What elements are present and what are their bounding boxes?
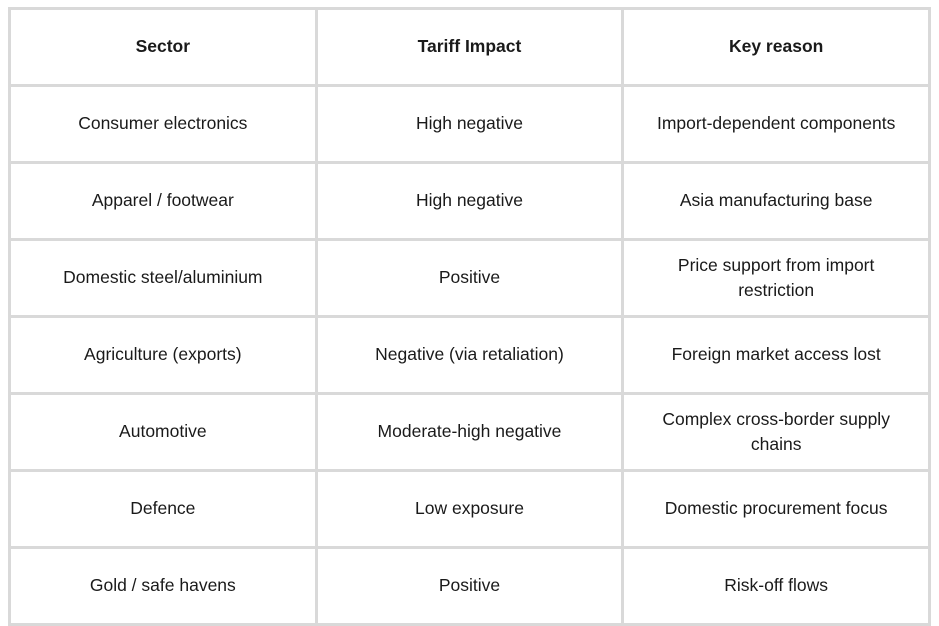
cell-sector: Automotive (8, 392, 318, 472)
header-row: Sector Tariff Impact Key reason (8, 7, 931, 87)
table-row: Agriculture (exports) Negative (via reta… (8, 315, 931, 395)
table-row: Apparel / footwear High negative Asia ma… (8, 161, 931, 241)
cell-impact: High negative (314, 84, 625, 164)
cell-sector: Agriculture (exports) (8, 315, 318, 395)
cell-reason: Import-dependent components (621, 84, 931, 164)
table-row: Gold / safe havens Positive Risk-off flo… (8, 546, 931, 626)
cell-impact: Positive (314, 238, 625, 318)
cell-reason: Asia manufacturing base (621, 161, 931, 241)
cell-reason: Complex cross-border supply chains (621, 392, 931, 472)
column-header-sector: Sector (8, 7, 318, 87)
cell-sector: Domestic steel/aluminium (8, 238, 318, 318)
column-header-impact: Tariff Impact (314, 7, 625, 87)
cell-sector: Defence (8, 469, 318, 549)
cell-reason: Foreign market access lost (621, 315, 931, 395)
table-row: Automotive Moderate-high negative Comple… (8, 392, 931, 472)
tariff-impact-table: Sector Tariff Impact Key reason Consumer… (8, 7, 931, 626)
cell-sector: Consumer electronics (8, 84, 318, 164)
cell-reason: Domestic procurement focus (621, 469, 931, 549)
column-header-reason: Key reason (621, 7, 931, 87)
table-row: Defence Low exposure Domestic procuremen… (8, 469, 931, 549)
table-row: Domestic steel/aluminium Positive Price … (8, 238, 931, 318)
cell-impact: Moderate-high negative (314, 392, 625, 472)
cell-reason: Price support from import restriction (621, 238, 931, 318)
cell-impact: Positive (314, 546, 625, 626)
cell-impact: Low exposure (314, 469, 625, 549)
table-row: Consumer electronics High negative Impor… (8, 84, 931, 164)
cell-reason: Risk-off flows (621, 546, 931, 626)
cell-sector: Apparel / footwear (8, 161, 318, 241)
cell-impact: Negative (via retaliation) (314, 315, 625, 395)
cell-impact: High negative (314, 161, 625, 241)
cell-sector: Gold / safe havens (8, 546, 318, 626)
